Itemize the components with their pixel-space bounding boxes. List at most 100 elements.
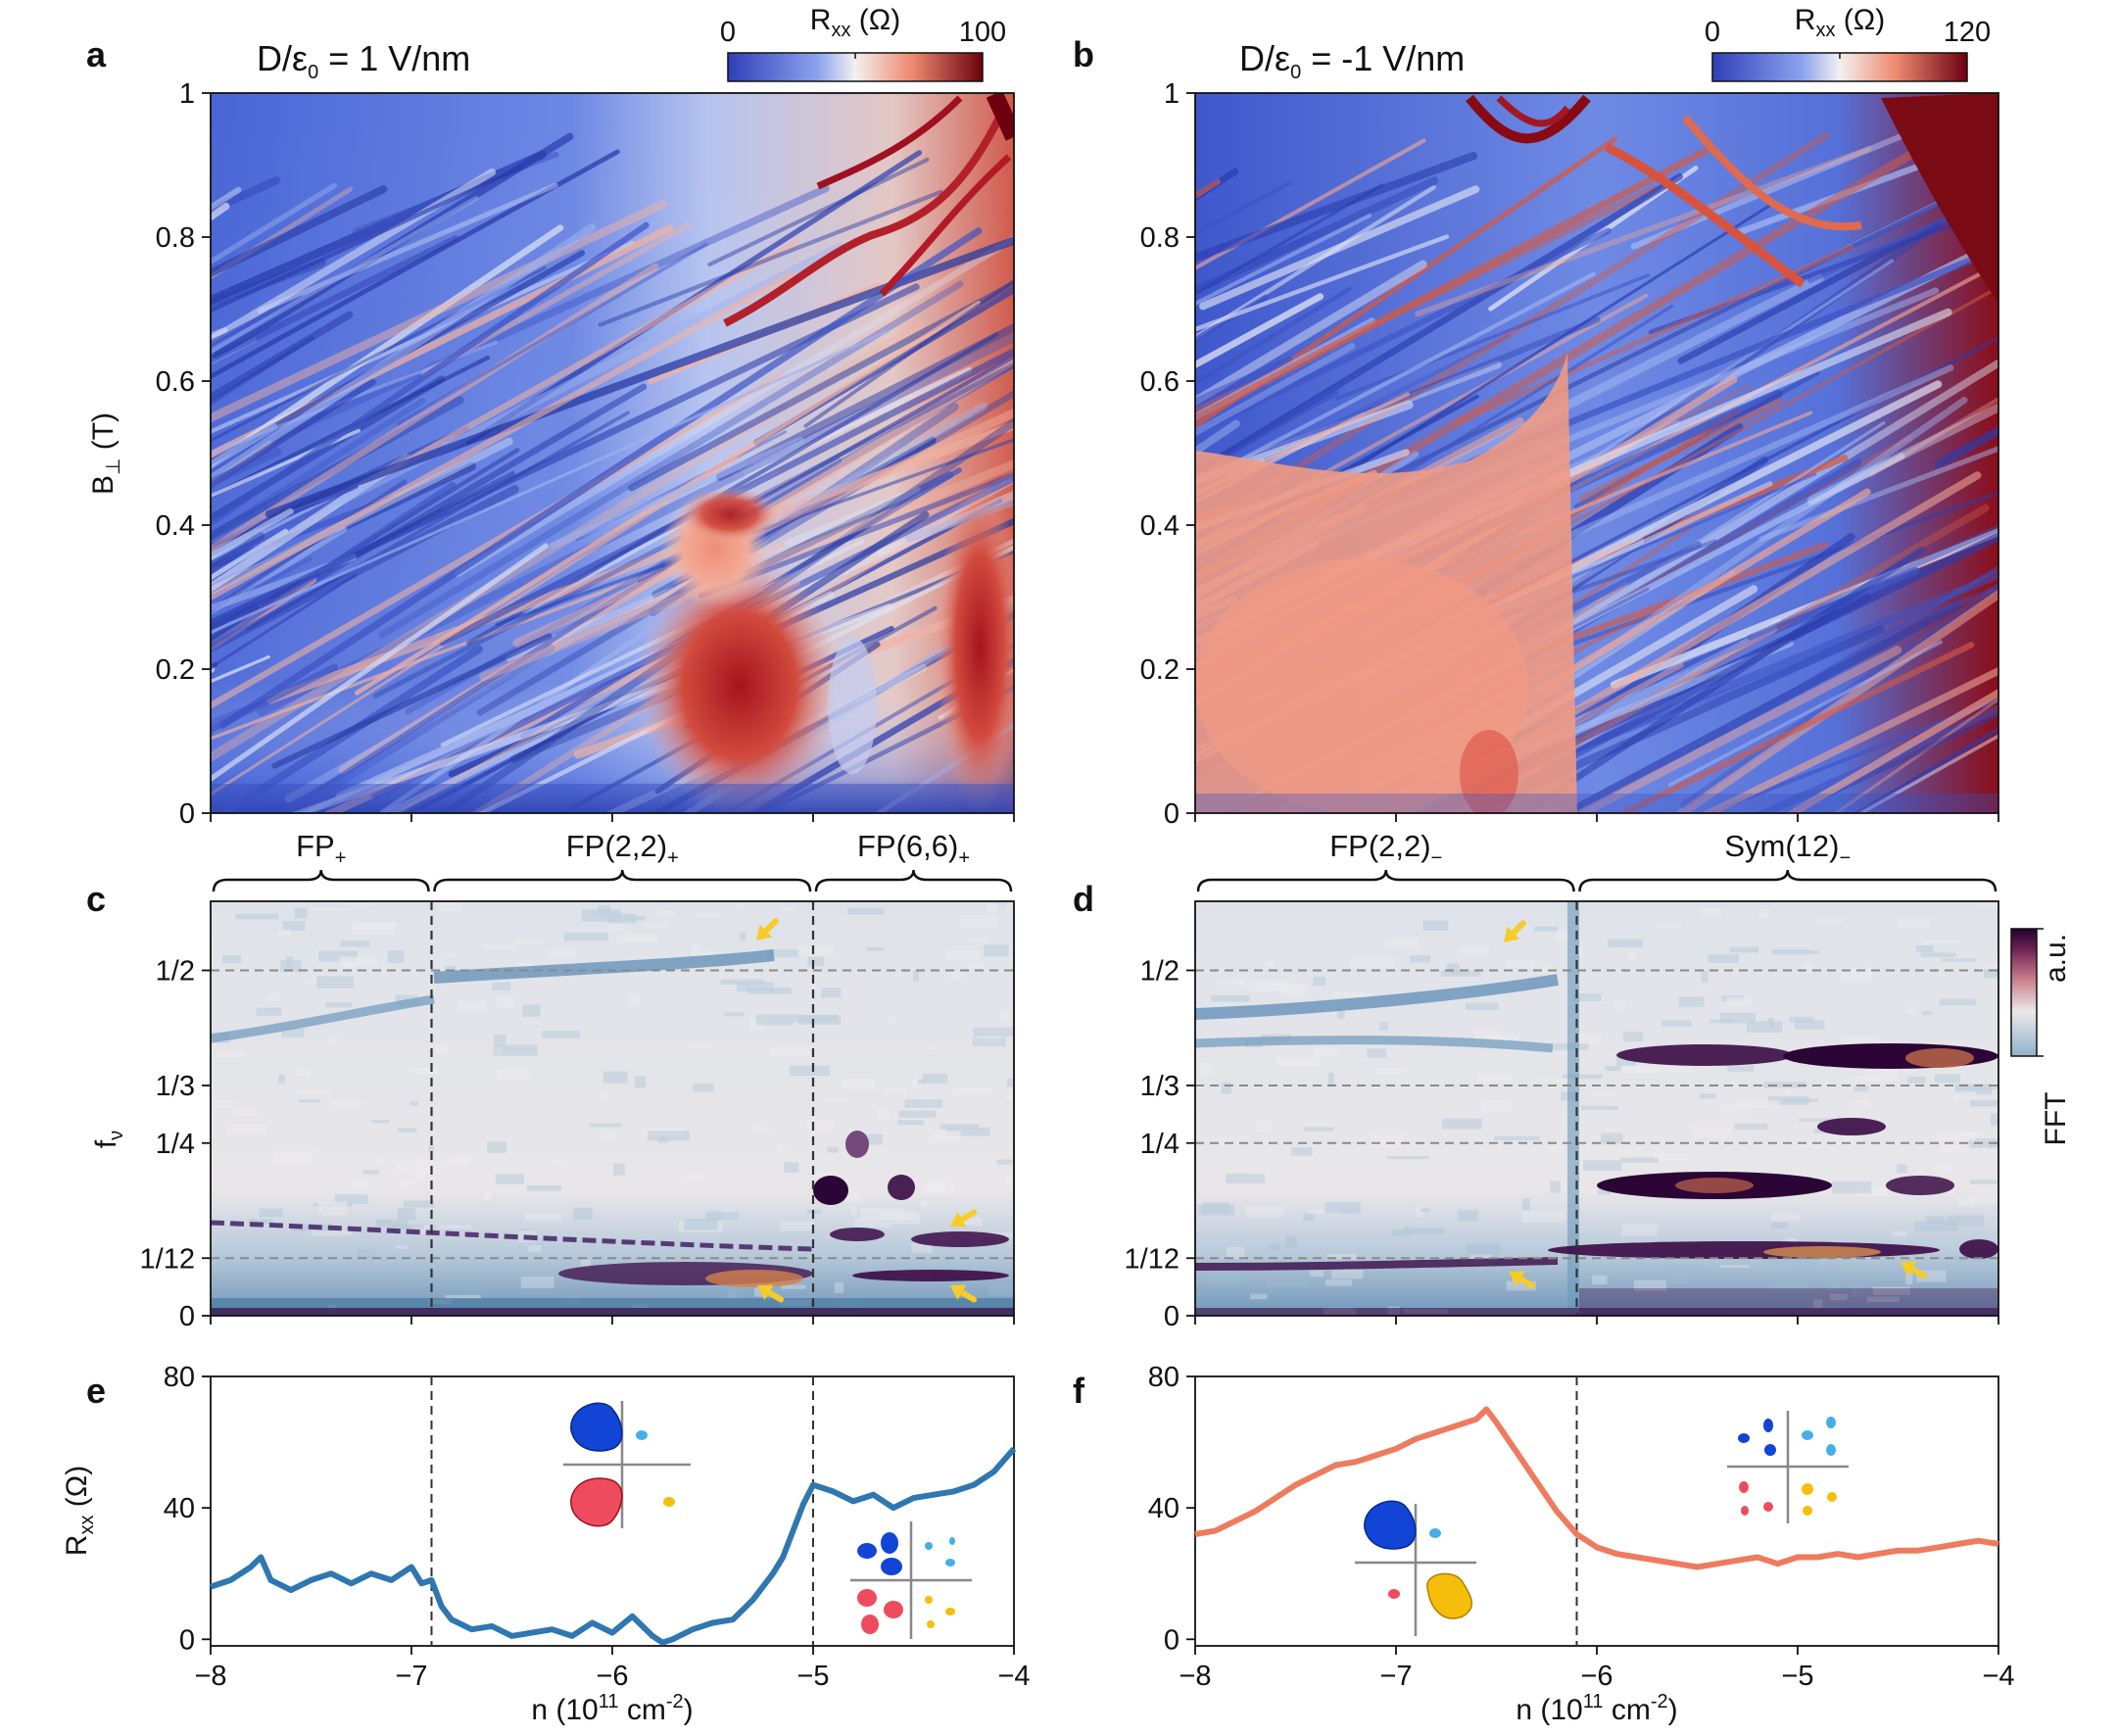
y-tick-label: 1 <box>179 78 195 110</box>
panel-letter-d: d <box>1073 879 1094 919</box>
y-tick-label: 0.8 <box>1140 222 1179 254</box>
y-tick-label: 1 <box>1164 78 1179 110</box>
y-tick-label: 40 <box>1148 1493 1179 1524</box>
yellow-arrow <box>950 1284 967 1300</box>
y-tick-label: 0 <box>1164 1624 1179 1656</box>
valley-yellow-small <box>663 1497 675 1507</box>
x-tick-label: −7 <box>1379 1661 1412 1692</box>
yellow-arrow <box>950 1212 967 1228</box>
yellow-arrow <box>1504 926 1520 942</box>
yellow-arrow <box>756 924 773 940</box>
y-tick-label: 0 <box>1164 798 1179 830</box>
yellow-arrow <box>757 1284 774 1300</box>
x-tick-label: −8 <box>1179 1661 1211 1692</box>
panel-c-yaxis: 0 1/12 1/4 1/3 1/2 <box>140 956 1015 1332</box>
x-tick-label: −4 <box>1982 1661 2014 1692</box>
y-tick-label: 1/12 <box>1125 1243 1179 1275</box>
region-label: FP(2,2)− <box>1329 829 1442 869</box>
colorbar-a-max: 100 <box>959 17 1006 48</box>
fft-map-c <box>211 901 1014 1316</box>
panel-e: e 0 40 80 −8 −7 −6 −5 −4 Rxx (Ω) n (1011 cm-2) <box>61 1362 1031 1726</box>
y-tick-label: 0.2 <box>1140 654 1179 686</box>
panel-e-ylabel: Rxx (Ω) <box>61 1466 98 1556</box>
y-tick-label: 0.6 <box>156 366 195 398</box>
region-label: FP(2,2)+ <box>566 829 679 869</box>
y-tick-label: 1/4 <box>156 1129 195 1160</box>
y-tick-label: 1/12 <box>140 1243 195 1275</box>
yellow-arrow <box>1509 1271 1525 1286</box>
panel-f: f 0 40 80 −8 −7 −6 −5 −4 n (1011 cm-2) <box>1073 1362 2015 1726</box>
colorbar-a-min: 0 <box>720 17 736 48</box>
colorbar-b-label: Rxx (Ω) <box>1795 4 1885 41</box>
y-tick-label: 80 <box>1148 1362 1179 1393</box>
y-tick-label: 1/3 <box>156 1071 195 1102</box>
region-label: FP+ <box>296 829 346 869</box>
rxx-line-f <box>1194 1406 1999 1570</box>
panel-letter-a: a <box>86 34 107 74</box>
region-label: FP(6,6)+ <box>857 829 970 869</box>
panel-f-axes: 0 40 80 −8 −7 −6 −5 −4 <box>1148 1362 2015 1692</box>
panel-a-ylabel: B⊥ (T) <box>87 412 124 495</box>
valley-blue-large <box>570 1402 623 1452</box>
y-tick-label: 0 <box>179 1301 195 1332</box>
colorbar-fft <box>2010 928 2038 1057</box>
region-bracket <box>1578 869 1998 892</box>
panel-letter-f: f <box>1073 1371 1085 1411</box>
x-tick-label: −7 <box>395 1661 427 1692</box>
y-tick-label: 0.6 <box>1140 366 1179 398</box>
panel-d: d FP(2,2)− Sym(12)− 0 1/12 1/4 1/3 1/2 <box>1073 829 2072 1332</box>
panel-a-yaxis: 0 0.2 0.4 0.6 0.8 1 <box>156 78 1015 830</box>
y-tick-label: 0.4 <box>1140 510 1179 542</box>
panel-d-yaxis: 0 1/12 1/4 1/3 1/2 <box>1125 956 1999 1332</box>
y-tick-label: 0 <box>179 1624 195 1656</box>
panel-c: c FP+ FP(2,2)+ FP(6,6)+ 0 1/12 1/4 1/3 1/2 fν <box>86 829 1015 1332</box>
valley-lightblue-small <box>636 1430 648 1440</box>
region-bracket <box>212 869 430 892</box>
y-tick-label: 0.2 <box>156 654 195 686</box>
panel-d-brackets: FP(2,2)− Sym(12)− <box>1196 829 1998 892</box>
panel-e-xlabel: n (1011 cm-2) <box>531 1691 693 1726</box>
y-tick-label: 0 <box>179 798 195 830</box>
panel-a-title: D/ε0 = 1 V/nm <box>257 38 470 83</box>
colorbar-b-min: 0 <box>1705 17 1720 48</box>
region-bracket <box>1196 869 1575 892</box>
yellow-arrow <box>1901 1261 1917 1277</box>
rxx-line-e <box>210 1446 1017 1646</box>
valley-schematic-f1 <box>1355 1500 1476 1636</box>
heatmap-b <box>1195 93 1998 813</box>
x-tick-label: −5 <box>1781 1661 1813 1692</box>
x-tick-label: −6 <box>1580 1661 1613 1692</box>
y-tick-label: 0.8 <box>156 222 195 254</box>
panel-e-axes: 0 40 80 −8 −7 −6 −5 −4 <box>164 1362 1031 1692</box>
panel-a: a D/ε0 = 1 V/nm 0 100 Rxx (Ω) 0 0.2 0.4 0.6… <box>86 4 1015 830</box>
fft-map-d <box>1195 901 1998 1316</box>
y-tick-label: 1/4 <box>1140 1129 1179 1160</box>
region-label: Sym(12)− <box>1724 829 1851 869</box>
y-tick-label: 40 <box>164 1493 195 1524</box>
x-tick-label: −8 <box>194 1661 226 1692</box>
y-tick-label: 0 <box>1164 1301 1179 1332</box>
region-bracket <box>814 869 1013 892</box>
colorbar-fft-unit: a.u. <box>2040 934 2072 983</box>
region-bracket <box>433 869 812 892</box>
y-tick-label: 0.4 <box>156 510 195 542</box>
valley-schematic-e2 <box>850 1521 972 1639</box>
y-tick-label: 80 <box>164 1362 195 1393</box>
panel-b-yaxis: 0 0.2 0.4 0.6 0.8 1 <box>1140 78 1999 830</box>
panel-letter-e: e <box>86 1371 106 1411</box>
valley-schematic-f2 <box>1727 1411 1849 1523</box>
y-tick-label: 1/2 <box>1140 956 1179 988</box>
panel-b-title: D/ε0 = -1 V/nm <box>1239 38 1465 83</box>
colorbar-b-max: 120 <box>1944 17 1991 48</box>
x-tick-label: −4 <box>997 1661 1030 1692</box>
y-tick-label: 1/2 <box>156 956 195 988</box>
panel-b: b D/ε0 = -1 V/nm 0 120 Rxx (Ω) 0 0.2 0.4 0.… <box>1073 4 1999 830</box>
panel-c-brackets: FP+ FP(2,2)+ FP(6,6)+ <box>212 829 1013 892</box>
colorbar-a-label: Rxx (Ω) <box>810 4 900 41</box>
panel-letter-c: c <box>86 879 106 919</box>
valley-red-large <box>570 1477 623 1527</box>
heatmap-a <box>211 93 1014 813</box>
x-tick-label: −6 <box>596 1661 628 1692</box>
colorbar-fft-label: FFT <box>2040 1092 2072 1146</box>
